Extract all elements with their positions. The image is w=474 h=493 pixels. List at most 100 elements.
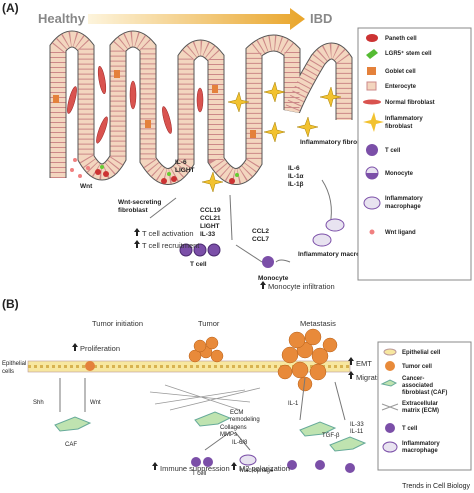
label: Inflammatory macrophage [298, 251, 380, 258]
shape [95, 169, 101, 175]
shape [287, 460, 297, 470]
shape [171, 176, 177, 182]
label: fibroblast [385, 124, 412, 130]
label: IL-6 [175, 159, 187, 166]
shape [229, 194, 233, 241]
shape [263, 81, 286, 103]
shape [193, 243, 207, 257]
proliferating-cell [85, 361, 95, 371]
shape [59, 377, 346, 451]
label: macrophage [402, 448, 438, 454]
shape [291, 361, 309, 379]
label: M2 polarization [239, 464, 290, 473]
label: ECM [230, 410, 243, 416]
label: Wnt ligand [385, 230, 416, 236]
shape [363, 99, 381, 105]
shape [194, 411, 232, 427]
shape [193, 339, 207, 353]
label: Epithelial cell [402, 350, 441, 356]
shape [281, 346, 299, 364]
label: IL-1 [288, 401, 299, 407]
label: Macrophage [240, 468, 274, 474]
shape [239, 454, 257, 466]
label: Extracellular [402, 401, 439, 407]
label: Epithelial [2, 361, 26, 367]
shape [100, 165, 104, 169]
label: CAF [65, 442, 77, 448]
shape [312, 233, 332, 247]
shape [367, 67, 376, 75]
shape [329, 436, 367, 452]
shape [275, 259, 291, 263]
label: Inflammatory [385, 116, 423, 122]
label: fibroblast [118, 207, 148, 214]
label: IL-33 [350, 422, 364, 428]
label: Immune suppression [160, 464, 230, 473]
shape [319, 86, 342, 108]
shape [95, 169, 235, 184]
label: cells [2, 369, 14, 375]
label: Inflammatory [385, 196, 423, 202]
label: LGR5⁺ stem cell [385, 50, 432, 57]
shape [162, 106, 172, 134]
shape [67, 86, 77, 114]
shape [212, 85, 218, 93]
legend-a [357, 27, 472, 281]
shape [345, 463, 355, 473]
label: Enterocyte [385, 84, 417, 90]
label: Wnt [80, 183, 93, 190]
shape [201, 171, 224, 193]
label: Monocyte infiltration [268, 282, 335, 291]
shape [161, 178, 167, 184]
label: Collagens [220, 425, 247, 431]
shape [53, 70, 256, 138]
label: fibroblast (CAF) [402, 390, 447, 396]
shape [382, 441, 398, 453]
label: Cancer- [402, 376, 424, 382]
label: T cell recruitment [142, 241, 200, 250]
label: Wnt [90, 400, 101, 406]
shape [366, 144, 378, 156]
label: MMPs [220, 432, 237, 438]
shape [366, 49, 378, 59]
label: (A) [2, 1, 19, 15]
shape [315, 460, 325, 470]
shape [70, 168, 74, 172]
label: Monocyte [385, 171, 414, 177]
label: Inflammatory fibroblast [300, 139, 373, 146]
shape [381, 403, 399, 411]
shape [263, 121, 286, 143]
shape [149, 384, 261, 411]
shape [103, 171, 109, 177]
shape [191, 457, 201, 467]
shape [145, 120, 151, 128]
shape [235, 173, 239, 177]
shape [114, 70, 120, 78]
shape [54, 416, 92, 432]
shape [207, 243, 221, 257]
shape [78, 174, 82, 178]
label: Inflammatory [402, 441, 440, 447]
shape [188, 349, 202, 363]
arrows-b [59, 377, 346, 451]
label: Wnt-secreting [118, 199, 161, 206]
label: (B) [2, 297, 19, 311]
shape [129, 80, 137, 110]
label: Trends in Cell Biology [402, 483, 470, 490]
tumor-cluster [188, 336, 224, 363]
inflammatory-fibroblasts [201, 81, 342, 193]
shape [366, 173, 378, 179]
label: T cell [402, 426, 418, 432]
label: matrix (ECM) [402, 408, 439, 414]
label: T cell [385, 148, 401, 154]
label: LIGHT [200, 223, 220, 230]
label: EMT [356, 359, 372, 368]
gradient-arrow [88, 8, 305, 30]
shape [363, 196, 381, 210]
shape [227, 91, 250, 113]
label: Normal fibroblast [385, 100, 435, 106]
shape [149, 197, 177, 219]
label: Monocyte [258, 275, 289, 282]
shape [250, 130, 256, 138]
label: Shh [33, 400, 44, 406]
